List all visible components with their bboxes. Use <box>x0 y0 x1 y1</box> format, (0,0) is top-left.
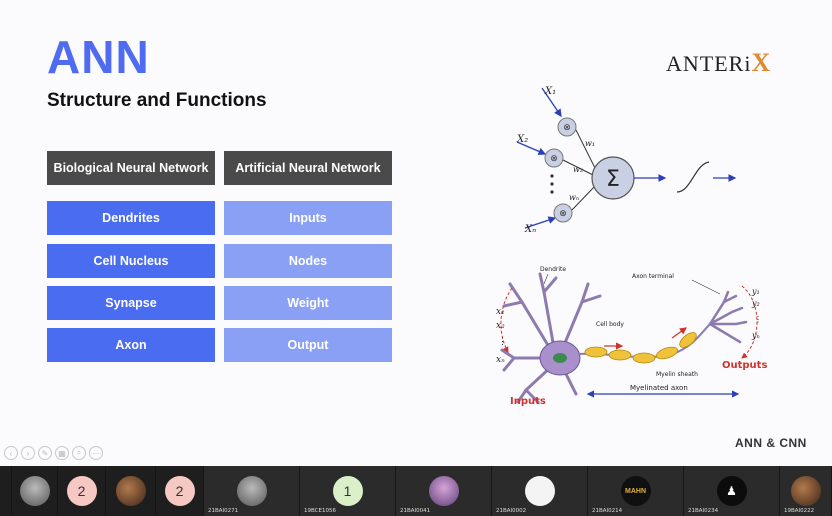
neuron-output-yn: yₙ <box>751 331 760 340</box>
participant-tile[interactable]: 21BAI0002 <box>492 466 588 516</box>
dendrites <box>500 272 602 404</box>
cell-body-label: Cell body <box>596 321 624 328</box>
participant-name: 19BCE1056 <box>304 508 336 514</box>
participant-avatar: MAHN <box>620 476 651 506</box>
participant-tile[interactable]: 1 19BCE1056 <box>300 466 396 516</box>
svg-text:⊗: ⊗ <box>563 123 571 133</box>
neuron-input-dots: ⋮ <box>498 337 507 347</box>
participant-avatar <box>428 476 459 506</box>
participant-tile-edge[interactable] <box>0 466 12 516</box>
inputs-label: Inputs <box>510 396 546 407</box>
perceptron-diagram: ⊗ ⊗ ⊗ Σ X₁ X₂ Xₙ w₁ w₂ wₙ <box>516 86 737 235</box>
table-cell-art: Weight <box>224 286 392 320</box>
table-cell-art: Inputs <box>224 201 392 235</box>
participant-avatar <box>524 476 555 506</box>
table-cell-bio: Cell Nucleus <box>47 244 215 278</box>
neuron-input-x2: x₂ <box>496 321 505 331</box>
participant-avatar: 1 <box>332 476 363 506</box>
more-icon[interactable]: ⋯ <box>89 446 103 460</box>
logo-text: ANTERi <box>666 51 752 76</box>
axon-terminal <box>708 290 748 344</box>
table-cell-art: Nodes <box>224 244 392 278</box>
slide-subtitle: Structure and Functions <box>47 90 267 111</box>
table-cell-bio: Axon <box>47 328 215 362</box>
weight-label-2: w₂ <box>573 165 583 174</box>
myelinated-axon-label: Myelinated axon <box>630 384 688 392</box>
previous-slide-icon[interactable]: ‹ <box>4 446 18 460</box>
neuron-input-x1: x₁ <box>496 307 505 317</box>
table-header-biological: Biological Neural Network <box>47 151 215 185</box>
weight-node-1 <box>557 117 577 137</box>
myelin-sheath <box>584 332 697 364</box>
logo-mark: X <box>751 48 772 77</box>
weight-node-n <box>553 203 573 223</box>
weight-node-2 <box>544 148 564 168</box>
participant-strip: 2 2 21BAI0271 1 19BCE1056 21BAI0041 21BAI… <box>0 466 832 516</box>
table-cell-art: Output <box>224 328 392 362</box>
participant-tile[interactable]: 2 <box>156 466 204 516</box>
sum-symbol: Σ <box>606 167 620 192</box>
svg-text:⊗: ⊗ <box>559 209 567 219</box>
weight-label-n: wₙ <box>569 193 579 202</box>
participant-tile[interactable]: MAHN 21BAI0214 <box>588 466 684 516</box>
neuron-output-dots: ⋮ <box>754 315 762 324</box>
input-arrow-1 <box>541 87 562 118</box>
weight-label-1: w₁ <box>585 139 595 148</box>
table-cell-bio: Dendrites <box>47 201 215 235</box>
slide-title: ANN <box>47 31 150 83</box>
dendrite-label: Dendrite <box>540 266 566 273</box>
participant-tile[interactable] <box>12 466 58 516</box>
participant-name: 21BAI0271 <box>208 508 239 514</box>
svg-text:⊗: ⊗ <box>550 154 558 164</box>
participant-avatar: 2 <box>66 476 97 506</box>
zoom-icon[interactable]: ⌕ <box>72 446 86 460</box>
slide-controls: ‹ › ✎ ▦ ⌕ ⋯ <box>4 446 103 460</box>
participant-avatar: ♟ <box>716 476 747 506</box>
participant-avatar <box>19 476 50 506</box>
participant-avatar <box>115 476 146 506</box>
participant-name: 21BAI0041 <box>400 508 431 514</box>
input-label-n: Xₙ <box>524 224 536 235</box>
outputs-label: Outputs <box>722 360 767 371</box>
myelin-label: Myelin sheath <box>656 371 698 378</box>
participant-name: 21BAI0214 <box>592 508 623 514</box>
table-header-artificial: Artificial Neural Network <box>224 151 392 185</box>
presentation-slide: ANN Structure and Functions ANTERiX Biol… <box>0 0 832 466</box>
participant-name: 19BAI0222 <box>784 508 815 514</box>
participant-tile[interactable] <box>106 466 156 516</box>
input-arrow-n <box>524 216 557 229</box>
participant-name: 21BAI0234 <box>688 508 719 514</box>
neuron-output-y1: y₁ <box>751 287 760 296</box>
input-arrow-2 <box>516 141 547 156</box>
company-logo: ANTERiX <box>666 48 771 78</box>
participant-tile[interactable]: 21BAI0271 <box>204 466 300 516</box>
participant-name: 21BAI0002 <box>496 508 527 514</box>
next-slide-icon[interactable]: › <box>21 446 35 460</box>
pen-icon[interactable]: ✎ <box>38 446 52 460</box>
participant-tile[interactable]: 19BAI0222 <box>780 466 832 516</box>
participant-avatar <box>790 476 821 506</box>
axon-terminal-label: Axon terminal <box>632 273 674 280</box>
participant-avatar: 2 <box>164 476 195 506</box>
input-label-1: X₁ <box>544 86 556 97</box>
slide-footer-tag: ANN & CNN <box>735 436 807 450</box>
activation-curve <box>676 161 710 193</box>
neuron-output-y2: y₂ <box>751 299 760 308</box>
input-label-2: X₂ <box>516 134 528 145</box>
neuron-input-xn: xₙ <box>496 355 505 365</box>
table-cell-bio: Synapse <box>47 286 215 320</box>
participant-tile[interactable]: ♟ 21BAI0234 <box>684 466 780 516</box>
participant-tile[interactable]: 21BAI0041 <box>396 466 492 516</box>
participant-avatar <box>236 476 267 506</box>
biological-neuron-diagram: Dendrite Axon terminal Cell body Myelin … <box>496 266 767 407</box>
participant-tile[interactable]: 2 <box>58 466 106 516</box>
slides-grid-icon[interactable]: ▦ <box>55 446 69 460</box>
nucleus <box>553 353 567 363</box>
